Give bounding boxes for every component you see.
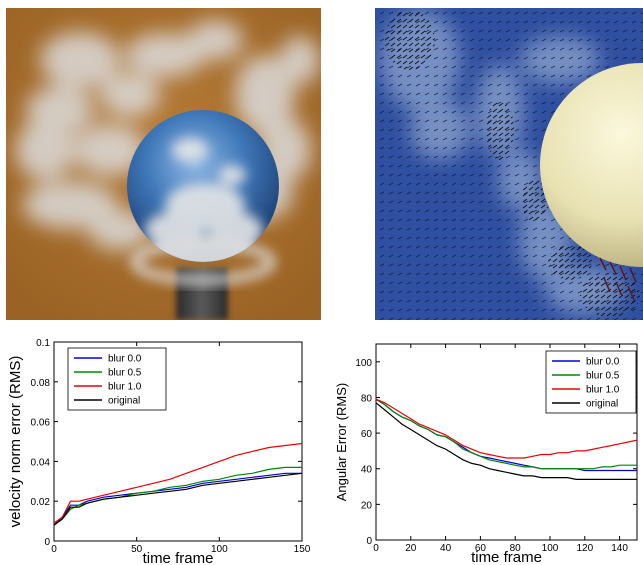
y-tick-label: 80 xyxy=(361,393,373,404)
x-tick-label: 120 xyxy=(576,543,593,554)
series-line-blur-1-0 xyxy=(53,442,303,524)
x-tick-label: 80 xyxy=(510,543,522,554)
legend-label: blur 1.0 xyxy=(108,382,142,393)
y-tick-label: 0 xyxy=(44,537,50,548)
x-axis-label: time frame xyxy=(471,549,542,565)
sphere xyxy=(540,63,643,267)
x-tick-label: 100 xyxy=(211,544,228,555)
y-tick-label: 0.1 xyxy=(36,338,50,349)
x-tick-label: 140 xyxy=(611,543,628,554)
y-axis-label: velocity norm error (RMS) xyxy=(7,356,24,528)
legend-label: blur 0.0 xyxy=(108,354,142,365)
x-tick-label: 100 xyxy=(542,543,559,554)
y-axis-label: Angular Error (RMS) xyxy=(334,383,349,501)
x-tick-label: 150 xyxy=(294,544,311,555)
series-line-original xyxy=(375,402,637,480)
x-tick-label: 0 xyxy=(373,543,379,554)
y-tick-label: 0 xyxy=(366,536,372,547)
y-tick-label: 20 xyxy=(361,500,373,511)
y-tick-label: 0.04 xyxy=(31,457,51,468)
legend-label: original xyxy=(108,396,140,407)
y-tick-label: 0.08 xyxy=(31,378,51,389)
x-tick-label: 0 xyxy=(51,544,57,555)
boundary-arrows xyxy=(599,257,637,301)
velocity-error-chart: 0 50 100 150 0 0.02 0.04 0.06 0.08 0.1 time frame v… xyxy=(7,338,311,565)
series-line-blur-0-5 xyxy=(375,398,637,470)
x-axis-label: time frame xyxy=(143,550,214,565)
series-line-blur-0-0 xyxy=(53,472,302,526)
smoke-render-panel xyxy=(6,8,321,320)
series-line-blur-0-5 xyxy=(53,466,302,526)
smoke-base xyxy=(130,239,276,285)
y-tick-label: 60 xyxy=(361,429,373,440)
x-tick-label: 20 xyxy=(405,543,417,554)
legend-label: blur 0.0 xyxy=(586,357,620,368)
x-tick-label: 60 xyxy=(475,543,487,554)
x-tick-label: 40 xyxy=(440,543,452,554)
y-tick-label: 0.02 xyxy=(31,497,51,508)
velocity-field-panel xyxy=(375,8,643,320)
series-line-blur-1-0 xyxy=(375,398,638,459)
series-line-original xyxy=(53,472,303,526)
dense-arrows xyxy=(385,10,640,317)
legend-label: blur 1.0 xyxy=(586,385,620,396)
y-tick-label: 100 xyxy=(355,358,372,369)
y-tick-label: 0.06 xyxy=(31,418,51,429)
legend-label: original xyxy=(586,399,618,410)
y-tick-label: 40 xyxy=(361,465,373,476)
x-tick-label: 50 xyxy=(131,544,143,555)
legend-label: blur 0.5 xyxy=(108,368,142,379)
legend-label: blur 0.5 xyxy=(586,371,620,382)
